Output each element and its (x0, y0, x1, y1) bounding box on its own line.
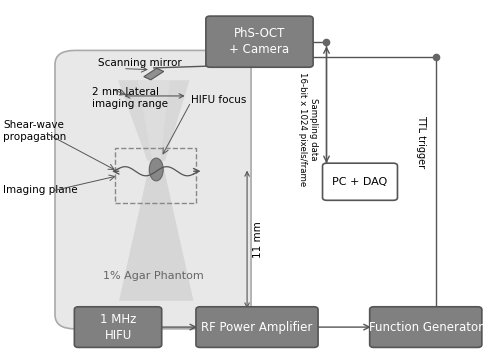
Text: 1 MHz
HIFU: 1 MHz HIFU (100, 313, 136, 342)
Text: PhS-OCT
+ Camera: PhS-OCT + Camera (230, 27, 290, 56)
Polygon shape (144, 68, 164, 80)
FancyBboxPatch shape (55, 50, 251, 329)
FancyBboxPatch shape (322, 163, 398, 200)
Polygon shape (138, 80, 170, 161)
Text: TTL trigger: TTL trigger (416, 115, 426, 168)
Text: 1% Agar Phantom: 1% Agar Phantom (102, 271, 204, 281)
Text: PC + DAQ: PC + DAQ (332, 177, 388, 187)
FancyBboxPatch shape (370, 307, 482, 347)
Ellipse shape (150, 158, 163, 181)
Text: HIFU focus: HIFU focus (191, 95, 246, 105)
FancyBboxPatch shape (74, 307, 162, 347)
Text: Shear-wave
propagation: Shear-wave propagation (3, 120, 66, 142)
Polygon shape (119, 161, 194, 301)
Text: Imaging plane: Imaging plane (3, 185, 78, 195)
Text: Sampling data
16-bit x 1024 pixels/frame: Sampling data 16-bit x 1024 pixels/frame (298, 72, 318, 186)
Text: RF Power Amplifier: RF Power Amplifier (202, 321, 312, 334)
Text: 11 mm: 11 mm (253, 221, 263, 258)
Bar (114, 149, 196, 203)
Text: 2 mm lateral
imaging range: 2 mm lateral imaging range (92, 87, 168, 109)
FancyBboxPatch shape (206, 16, 313, 67)
Polygon shape (118, 80, 190, 161)
Text: Function Generator: Function Generator (368, 321, 483, 334)
Text: Scanning mirror: Scanning mirror (98, 58, 182, 68)
FancyBboxPatch shape (196, 307, 318, 347)
